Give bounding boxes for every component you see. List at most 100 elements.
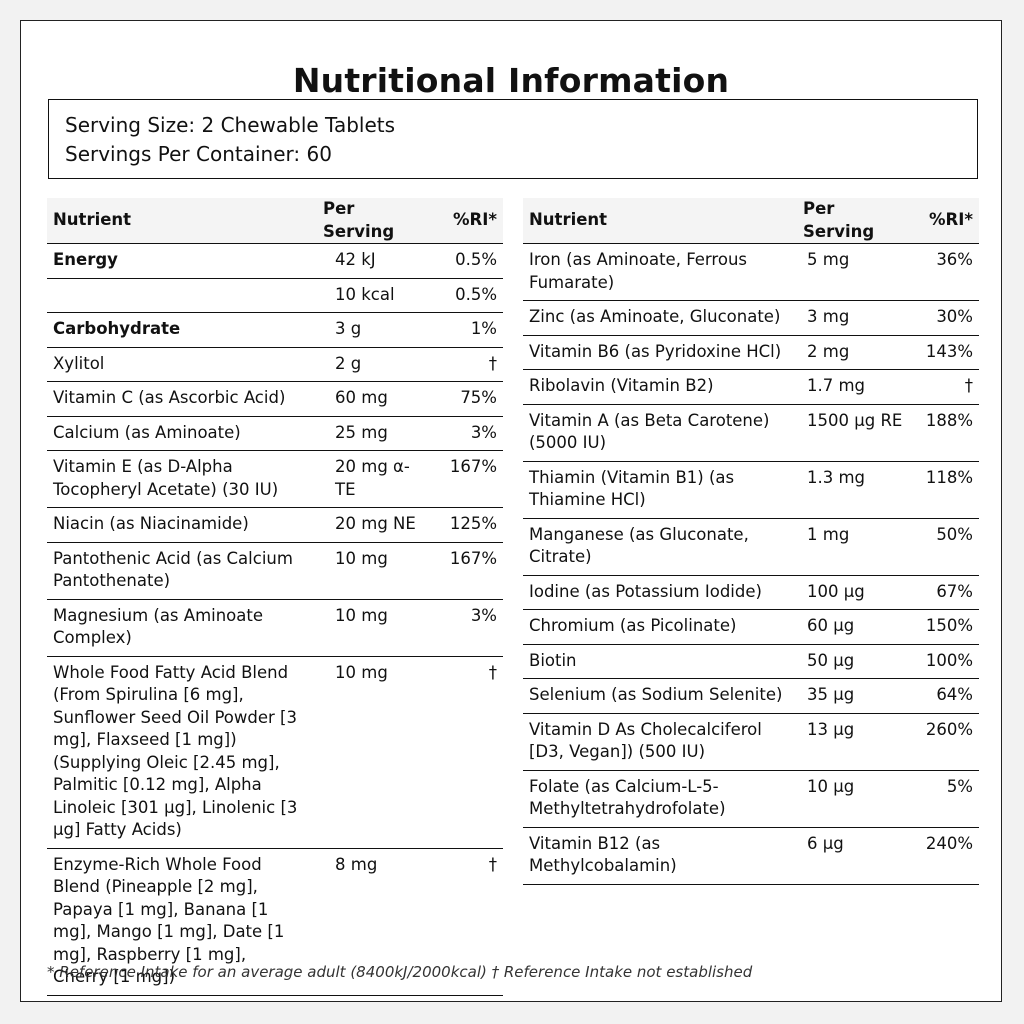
nutrient-ri: 36%	[913, 243, 979, 301]
nutrient-ri: 167%	[433, 450, 503, 508]
nutrient-ri: 118%	[913, 461, 979, 519]
nutrient-amount: 42 kJ	[309, 243, 433, 279]
header-ri: %RI*	[433, 198, 503, 244]
nutrient-name: Magnesium (as Aminoate Complex)	[47, 599, 309, 657]
nutrient-amount: 10 mg	[309, 542, 433, 600]
nutrient-name: Vitamin B12 (as Methylcobalamin)	[523, 827, 793, 885]
table-row: 10 kcal 0.5%	[47, 278, 503, 313]
nutrient-amount: 1.7 mg	[793, 369, 913, 405]
nutrient-table-right: Nutrient Per Serving %RI* Iron (as Amino…	[523, 198, 979, 885]
table-row: Thiamin (Vitamin B1) (as Thiamine HCl) 1.…	[523, 461, 979, 519]
header-per-serving: Per Serving	[793, 198, 913, 244]
serving-info-box: Serving Size: 2 Chewable Tablets Serving…	[48, 99, 978, 179]
nutrient-name: Biotin	[523, 644, 793, 679]
nutrient-ri: 0.5%	[433, 278, 503, 313]
nutrient-amount: 1500 µg RE	[793, 404, 913, 462]
nutrient-name: Iodine (as Potassium Iodide)	[523, 575, 793, 610]
nutrient-ri: †	[433, 656, 503, 849]
nutrient-name: Xylitol	[47, 347, 309, 382]
nutrient-amount: 3 mg	[793, 300, 913, 336]
nutrient-ri: 260%	[913, 713, 979, 771]
nutrient-amount: 13 µg	[793, 713, 913, 771]
table-row: Whole Food Fatty Acid Blend (From Spirul…	[47, 656, 503, 849]
nutrient-amount: 10 kcal	[309, 278, 433, 313]
nutrient-name: Niacin (as Niacinamide)	[47, 507, 309, 543]
table-row: Chromium (as Picolinate) 60 µg 150%	[523, 609, 979, 645]
table-row: Selenium (as Sodium Selenite) 35 µg 64%	[523, 678, 979, 714]
table-row: Ribolavin (Vitamin B2) 1.7 mg †	[523, 369, 979, 405]
table-header-row: Nutrient Per Serving %RI*	[523, 198, 979, 244]
nutrient-ri: 75%	[433, 381, 503, 417]
nutrient-ri: †	[433, 347, 503, 382]
nutrient-amount: 20 mg NE	[309, 507, 433, 543]
page-title: Nutritional Information	[292, 61, 730, 100]
header-nutrient: Nutrient	[523, 198, 793, 244]
nutrient-ri: 143%	[913, 335, 979, 370]
nutrient-amount: 60 mg	[309, 381, 433, 417]
table-row: Calcium (as Aminoate) 25 mg 3%	[47, 416, 503, 451]
nutrient-ri: 5%	[913, 770, 979, 828]
table-row: Pantothenic Acid (as Calcium Pantothenat…	[47, 542, 503, 600]
table-row: Biotin 50 µg 100%	[523, 644, 979, 679]
nutrient-ri: 167%	[433, 542, 503, 600]
nutrient-name: Energy	[47, 243, 309, 279]
nutrient-ri: 1%	[433, 312, 503, 348]
table-header-row: Nutrient Per Serving %RI*	[47, 198, 503, 244]
header-per-serving: Per Serving	[309, 198, 433, 244]
table-row: Iron (as Aminoate, Ferrous Fumarate) 5 mg…	[523, 243, 979, 301]
serving-size: Serving Size: 2 Chewable Tablets	[65, 113, 396, 137]
table-row: Vitamin B12 (as Methylcobalamin) 6 µg 240%	[523, 827, 979, 885]
table-row: Vitamin E (as D-Alpha Tocopheryl Acetate…	[47, 450, 503, 508]
nutrient-name: Whole Food Fatty Acid Blend (From Spirul…	[47, 656, 309, 849]
nutrient-amount: 50 µg	[793, 644, 913, 679]
table-row: Vitamin B6 (as Pyridoxine HCl) 2 mg 143%	[523, 335, 979, 370]
table-row: Vitamin C (as Ascorbic Acid) 60 mg 75%	[47, 381, 503, 417]
table-row: Enzyme-Rich Whole Food Blend (Pineapple …	[47, 848, 503, 996]
nutrient-ri: 100%	[913, 644, 979, 679]
nutrient-amount: 2 g	[309, 347, 433, 382]
table-row: Iodine (as Potassium Iodide) 100 µg 67%	[523, 575, 979, 610]
nutrient-name: Pantothenic Acid (as Calcium Pantothenat…	[47, 542, 309, 600]
nutrient-ri: †	[913, 369, 979, 405]
nutrient-ri: 125%	[433, 507, 503, 543]
nutrient-amount: 8 mg	[309, 848, 433, 996]
nutrient-amount: 3 g	[309, 312, 433, 348]
nutrient-name: Calcium (as Aminoate)	[47, 416, 309, 451]
nutrient-ri: 64%	[913, 678, 979, 714]
footnote: * Reference Intake for an average adult …	[47, 963, 753, 981]
nutrient-amount: 35 µg	[793, 678, 913, 714]
nutrient-amount: 5 mg	[793, 243, 913, 301]
table-row: Energy 42 kJ 0.5%	[47, 243, 503, 279]
nutrient-ri: 67%	[913, 575, 979, 610]
nutrient-amount: 20 mg α-TE	[309, 450, 433, 508]
nutrient-amount: 1.3 mg	[793, 461, 913, 519]
table-row: Folate (as Calcium-L-5-Methyltetrahydrof…	[523, 770, 979, 828]
table-row: Vitamin A (as Beta Carotene) (5000 IU) 15…	[523, 404, 979, 462]
nutrient-name: Vitamin C (as Ascorbic Acid)	[47, 381, 309, 417]
nutrient-name	[47, 278, 309, 313]
nutrient-name: Vitamin A (as Beta Carotene) (5000 IU)	[523, 404, 793, 462]
nutrient-name: Manganese (as Gluconate, Citrate)	[523, 518, 793, 576]
nutrient-amount: 10 µg	[793, 770, 913, 828]
servings-per-container: Servings Per Container: 60	[65, 142, 332, 166]
nutrient-name: Vitamin D As Cholecalciferol [D3, Vegan]…	[523, 713, 793, 771]
table-row: Manganese (as Gluconate, Citrate) 1 mg 50%	[523, 518, 979, 576]
nutrient-amount: 2 mg	[793, 335, 913, 370]
nutrient-name: Enzyme-Rich Whole Food Blend (Pineapple …	[47, 848, 309, 996]
nutrient-ri: 150%	[913, 609, 979, 645]
nutrient-ri: 50%	[913, 518, 979, 576]
table-row: Vitamin D As Cholecalciferol [D3, Vegan]…	[523, 713, 979, 771]
nutrient-amount: 10 mg	[309, 656, 433, 849]
nutrient-name: Vitamin B6 (as Pyridoxine HCl)	[523, 335, 793, 370]
nutrient-amount: 60 µg	[793, 609, 913, 645]
nutrient-amount: 100 µg	[793, 575, 913, 610]
table-row: Xylitol 2 g †	[47, 347, 503, 382]
nutrient-ri: 30%	[913, 300, 979, 336]
header-nutrient: Nutrient	[47, 198, 309, 244]
table-row: Magnesium (as Aminoate Complex) 10 mg 3%	[47, 599, 503, 657]
nutrient-ri: 240%	[913, 827, 979, 885]
nutrient-amount: 25 mg	[309, 416, 433, 451]
nutrient-name: Thiamin (Vitamin B1) (as Thiamine HCl)	[523, 461, 793, 519]
nutrient-amount: 10 mg	[309, 599, 433, 657]
header-ri: %RI*	[913, 198, 979, 244]
